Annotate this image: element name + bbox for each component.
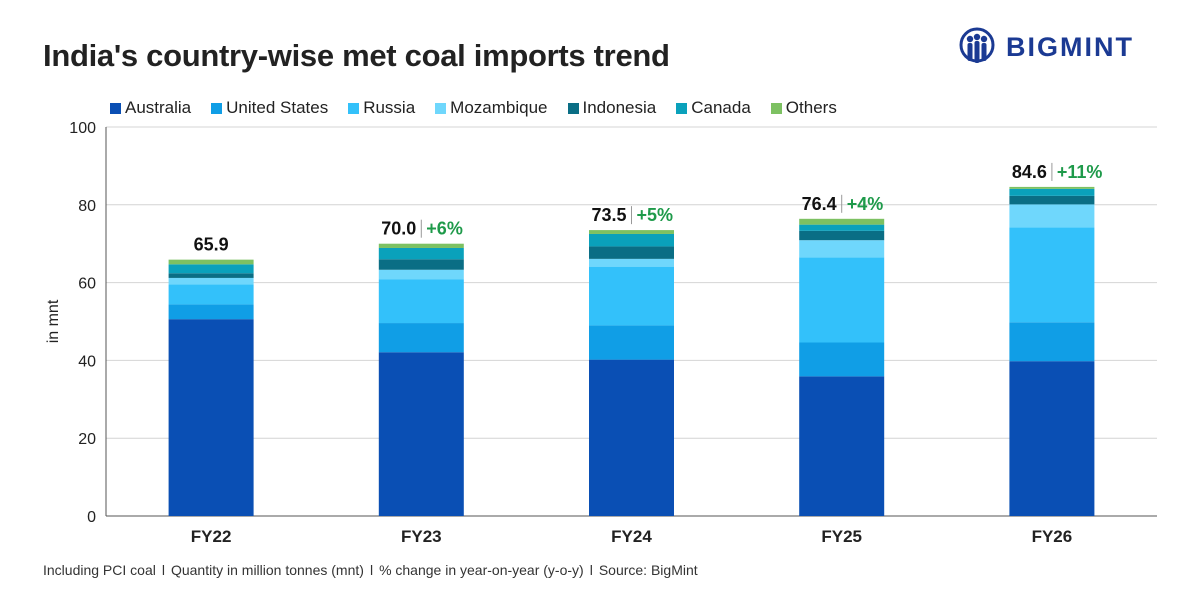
legend-swatch [211,102,223,114]
bar-segment-australia-fy24 [589,359,674,516]
bar-segment-canada-fy24 [589,233,674,247]
bar-segment-russia-fy24 [589,266,674,326]
footnote-part: Quantity in million tonnes (mnt) [170,562,364,578]
legend-item-mozambique: Mozambique [435,98,548,118]
bar-segment-russia-fy26 [1009,227,1095,323]
bar-segment-mozambique-fy22 [168,277,254,285]
yoy-change-label: +5% [637,205,674,225]
x-tick-label: FY24 [611,527,652,546]
legend-label: Indonesia [582,98,657,117]
legend-label: Russia [363,98,416,117]
bar-segment-united-states-fy24 [589,325,674,360]
bar-segment-canada-fy22 [168,264,254,274]
yoy-change-label: +6% [426,219,463,239]
legend-item-russia: Russia [348,98,415,118]
bar-segment-mozambique-fy24 [589,258,674,267]
legend-swatch [348,102,360,114]
bar-segment-russia-fy25 [799,257,885,343]
bar-segment-australia-fy26 [1009,361,1095,516]
footnote-part: Including PCI coal [43,562,156,578]
brand-name: BIGMINT [1006,32,1134,62]
bar-segment-russia-fy22 [168,284,254,305]
x-tick-label: FY26 [1032,527,1073,546]
page-title: India's country-wise met coal imports tr… [43,38,670,73]
bar-segment-others-fy25 [799,218,885,225]
bar-segment-united-states-fy26 [1009,322,1095,362]
bar-segment-australia-fy25 [799,376,885,516]
bar-total-label: 65.9 [194,235,229,255]
bigmint-logo-icon [959,27,995,63]
y-tick-label: 60 [78,276,96,293]
bar-segment-mozambique-fy26 [1009,204,1095,228]
legend-item-united-states: United States [211,98,328,118]
bar-segment-canada-fy26 [1009,188,1095,196]
y-tick-label: 40 [78,353,96,370]
yoy-change-label: +4% [847,194,884,214]
legend-label: Others [785,98,837,117]
footnote-separator: l [589,562,593,578]
bar-segment-australia-fy23 [378,352,464,516]
legend-swatch [676,102,688,114]
bar-segment-indonesia-fy25 [799,230,885,241]
legend-label: Australia [125,98,192,117]
legend-swatch [110,102,121,114]
bar-segment-mozambique-fy23 [378,269,464,280]
legend-item-canada: Canada [676,98,751,118]
bar-total-label: 76.4 [802,194,837,214]
legend-swatch [435,102,447,114]
legend-label: Canada [691,98,751,117]
bar-segment-others-fy26 [1009,186,1095,189]
legend-label: United States [226,98,329,117]
bar-segment-others-fy22 [168,259,254,265]
legend-item-others: Others [770,98,837,118]
bar-segment-canada-fy25 [799,224,885,231]
yoy-change-label: +11% [1057,162,1103,182]
bar-segment-united-states-fy23 [378,323,464,353]
x-tick-label: FY22 [191,527,232,546]
chart-footnote: Including PCI coal l Quantity in million t… [43,562,698,578]
bigmint-logo: BIGMINT [958,26,1158,70]
y-axis-label: in mnt [45,299,62,343]
footnote-part: % change in year-on-year (y-o-y) [379,562,584,578]
bar-total-label: 73.5 [591,205,626,225]
y-tick-label: 20 [78,431,96,448]
chart-legend: Australia United States Russia Mozambique In… [110,98,857,118]
bar-segment-others-fy23 [378,243,464,248]
x-tick-label: FY23 [401,527,442,546]
footnote-separator: l [161,562,165,578]
x-tick-label: FY25 [821,527,862,546]
legend-item-indonesia: Indonesia [567,98,657,118]
footnote-separator: l [369,562,374,578]
bar-segment-indonesia-fy24 [589,246,674,259]
legend-swatch [567,102,579,114]
bar-segment-indonesia-fy22 [168,273,254,278]
bar-segment-indonesia-fy26 [1009,195,1095,205]
legend-swatch [770,102,782,114]
bar-segment-united-states-fy22 [168,304,254,320]
bar-segment-russia-fy23 [378,279,464,324]
legend-label: Mozambique [450,98,548,117]
bar-segment-mozambique-fy25 [799,240,885,258]
bar-total-label: 70.0 [381,219,416,239]
bar-segment-others-fy24 [589,230,674,234]
bar-segment-canada-fy23 [378,247,464,260]
bar-segment-australia-fy22 [168,319,254,516]
bar-total-label: 84.6 [1012,162,1047,182]
y-tick-label: 80 [78,198,96,215]
bar-segment-united-states-fy25 [799,342,885,377]
legend-item-australia: Australia [110,98,191,118]
bar-segment-indonesia-fy23 [378,259,464,270]
y-tick-label: 100 [69,120,96,137]
footnote-part: Source: BigMint [598,562,698,578]
y-tick-label: 0 [87,509,96,526]
